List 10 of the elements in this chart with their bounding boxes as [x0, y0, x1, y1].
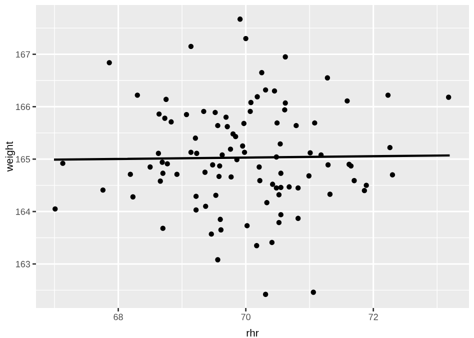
x-tick-label: 70 — [241, 314, 250, 320]
x-tick-label: 72 — [368, 314, 378, 320]
x-axis-title: rhr — [246, 329, 259, 337]
y-axis-title: weight — [5, 142, 15, 172]
y-tick-label: 166 — [16, 104, 30, 110]
y-tick-label: 163 — [16, 260, 30, 268]
x-tick-label: 68 — [114, 314, 123, 320]
y-tick-label: 165 — [16, 156, 30, 162]
y-tick-label: 164 — [16, 208, 30, 215]
y-tick-label: 167 — [16, 51, 30, 58]
